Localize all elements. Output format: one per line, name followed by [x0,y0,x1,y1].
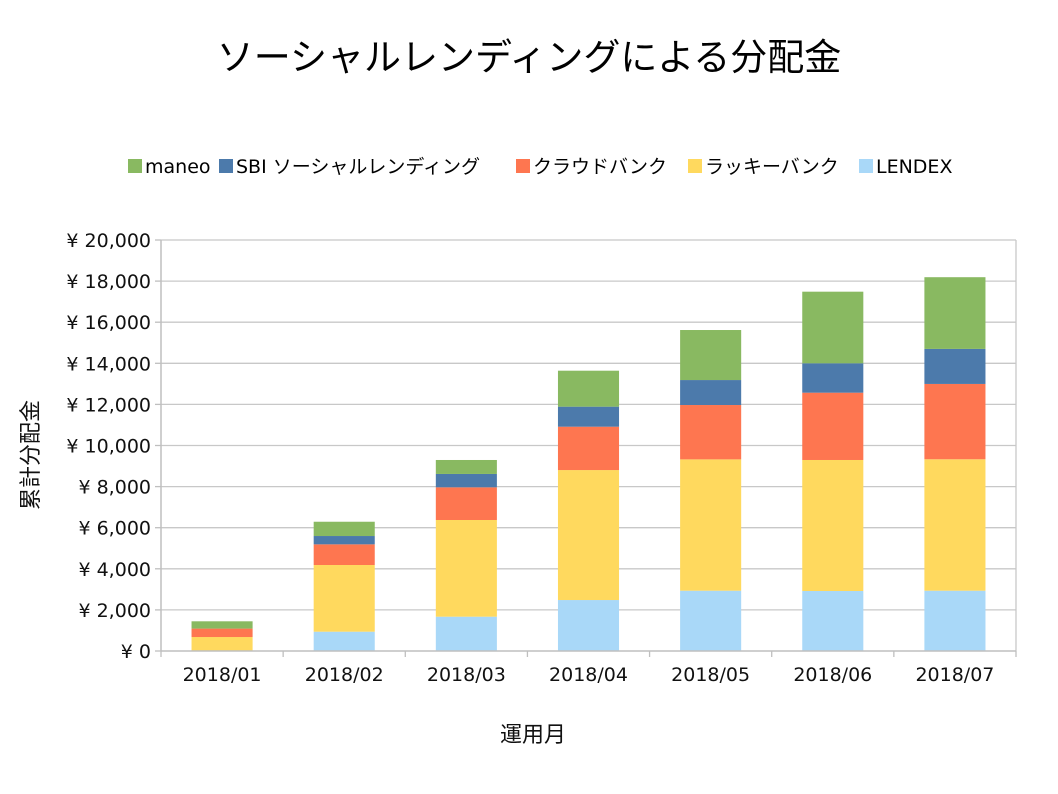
x-tick-label: 2018/03 [427,664,506,686]
bar-segment-クラウドバンク [924,383,986,460]
bar-segment-maneo [435,459,497,474]
bar-segment-ラッキーバンク [924,459,986,591]
bar-segment-LENDEX [313,631,375,651]
y-tick-label: ¥ 16,000 [66,312,151,334]
bar-segment-ラッキーバンク [557,470,620,601]
bar-segment-maneo [680,330,742,381]
bar-segment-ラッキーバンク [191,637,253,651]
x-axis-title: 運用月 [500,723,566,748]
bar-segment-SBI-ソーシャルレンディング [802,363,864,393]
bar-segment-ラッキーバンク [435,519,497,617]
bar-segment-SBI-ソーシャルレンディング [435,473,497,488]
x-tick-label: 2018/07 [915,664,994,686]
bar-segment-SBI-ソーシャルレンディング [680,380,742,406]
y-tick-label: ¥ 8,000 [78,477,151,499]
bar-segment-LENDEX [435,616,497,651]
bar-segment-ラッキーバンク [313,564,375,632]
legend-swatch [128,159,142,173]
legend-label: ラッキーバンク [705,156,839,178]
x-tick-label: 2018/06 [793,664,872,686]
y-tick-label: ¥ 14,000 [66,353,151,375]
legend-swatch [688,159,702,173]
bar-segment-クラウドバンク [802,392,864,460]
bar-segment-クラウドバンク [680,405,742,460]
y-tick-label: ¥ 10,000 [66,436,151,458]
bar-segment-maneo [557,370,620,407]
axes: ¥ 0 ¥ 2,000 ¥ 4,000 ¥ 6,000 ¥ 8,000 ¥ 10,000 ¥… [66,230,1017,686]
bar-segment-クラウドバンク [557,426,620,471]
bar-segment-クラウドバンク [313,544,375,565]
legend-label: クラウドバンク [533,156,667,178]
bar-segment-LENDEX [924,590,986,651]
y-tick-label: ¥ 6,000 [78,518,151,540]
bars [191,277,986,651]
x-tick-label: 2018/01 [183,664,262,686]
bar-segment-maneo [924,277,986,349]
y-tick-label: ¥ 4,000 [78,559,151,581]
bar-segment-maneo [191,621,253,629]
bar-segment-LENDEX [680,590,742,651]
bar-segment-LENDEX [557,600,620,651]
x-tick-label: 2018/04 [549,664,628,686]
bar-segment-ラッキーバンク [680,459,742,591]
x-tick-label: 2018/02 [305,664,384,686]
y-tick-label: ¥ 20,000 [66,230,151,252]
legend-label: maneo [145,156,211,178]
bar-segment-SBI-ソーシャルレンディング [924,348,986,384]
bar-segment-SBI-ソーシャルレンディング [313,536,375,545]
legend: maneo SBI ソーシャルレンディング クラウドバンク ラッキーバンク LENDEX [128,156,952,178]
bar-segment-maneo [313,521,375,537]
legend-swatch [219,159,233,173]
y-tick-label: ¥ 0 [121,641,151,663]
chart-title: ソーシャルレンディングによる分配金 [217,36,842,79]
bar-segment-クラウドバンク [191,628,253,638]
y-axis-title: 累計分配金 [19,400,44,510]
bar-segment-maneo [802,291,864,364]
bar-segment-クラウドバンク [435,487,497,520]
legend-swatch [859,159,873,173]
x-tick-label: 2018/05 [671,664,750,686]
y-tick-label: ¥ 12,000 [66,394,151,416]
y-tick-label: ¥ 2,000 [78,600,151,622]
bar-segment-LENDEX [802,590,864,651]
y-tick-label: ¥ 18,000 [66,271,151,293]
legend-swatch [516,159,530,173]
bar-segment-ラッキーバンク [802,459,864,591]
legend-label: SBI ソーシャルレンディング [236,156,480,178]
legend-label: LENDEX [876,156,952,178]
bar-segment-SBI-ソーシャルレンディング [557,406,620,427]
